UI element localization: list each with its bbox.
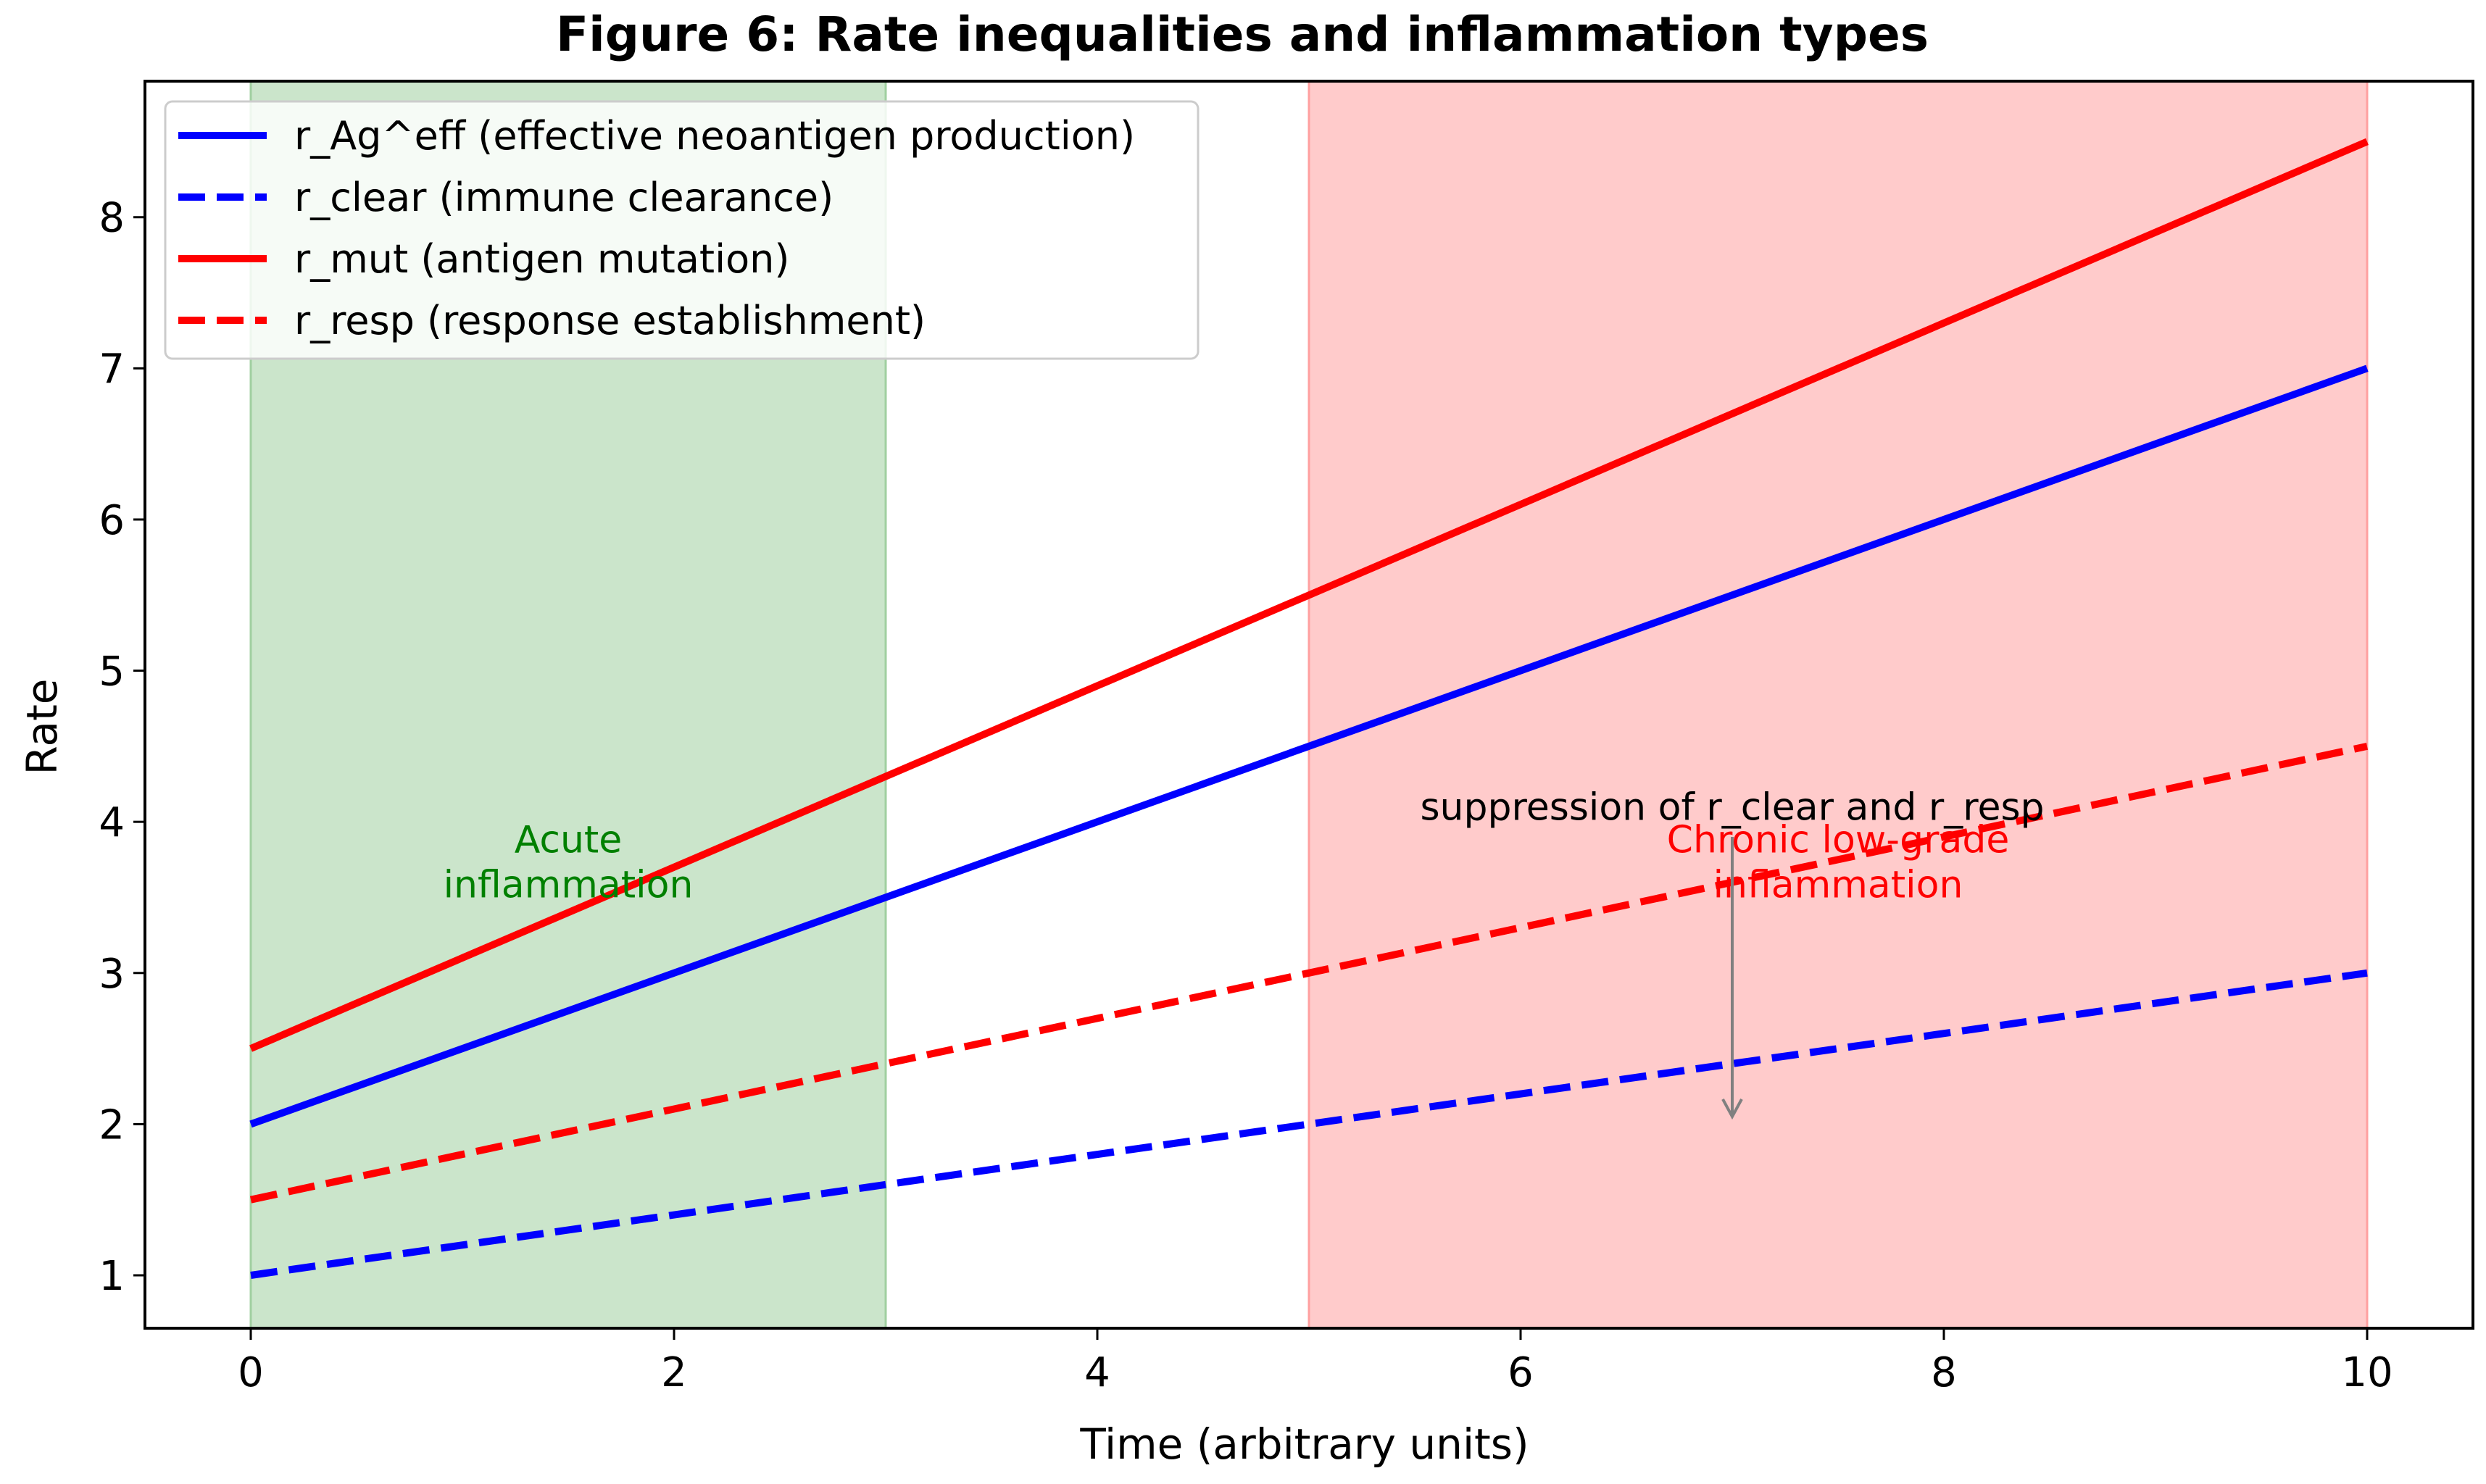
x-tick-label: 4 (1084, 1349, 1110, 1396)
annotation-text: suppression of r_clear and r_resp (1420, 786, 2044, 830)
y-tick-label: 1 (99, 1253, 125, 1300)
legend: r_Ag^eff (effective neoantigen productio… (164, 100, 1200, 360)
y-tick-label: 6 (99, 497, 125, 544)
y-tick-label: 7 (99, 346, 125, 393)
region-label-chronic-low-grade: Chronic low-grade inflammation (1667, 818, 2010, 906)
legend-box (164, 100, 1200, 360)
region-chronic-low-grade (1308, 80, 2369, 1330)
y-axis-label: Rate (17, 679, 67, 775)
legend-label-r-ag-eff: r_Ag^eff (effective neoantigen productio… (294, 113, 1135, 159)
legend-label-r-mut: r_mut (antigen mutation) (294, 236, 789, 282)
y-tick-label: 4 (99, 799, 125, 846)
series-line-r-ag-eff (249, 364, 2369, 1128)
x-axis-label: Time (arbitrary units) (1079, 1420, 1529, 1469)
series-line-r-mut (249, 138, 2369, 1052)
chart-title: Figure 6: Rate inequalities and inflamma… (556, 7, 1929, 62)
y-tick-label: 2 (99, 1101, 125, 1149)
series-line-r-resp (249, 742, 2369, 1204)
x-tick-label: 10 (2341, 1349, 2393, 1396)
legend-label-r-clear: r_clear (immune clearance) (294, 175, 833, 220)
x-tick-label: 2 (661, 1349, 687, 1396)
y-tick-label: 5 (99, 649, 125, 696)
x-tick-label: 0 (238, 1349, 264, 1396)
region-label-acute: Acute inflammation (444, 818, 694, 906)
series-line-r-clear (250, 969, 2368, 1279)
y-tick-label: 8 (99, 195, 125, 242)
legend-label-r-resp: r_resp (response establishment) (294, 298, 926, 343)
x-tick-label: 8 (1931, 1349, 1957, 1396)
y-tick-label: 3 (99, 951, 125, 998)
x-tick-label: 6 (1508, 1349, 1534, 1396)
annotation-arrow-head (1721, 1098, 1743, 1120)
axes-frame (144, 80, 2474, 1330)
